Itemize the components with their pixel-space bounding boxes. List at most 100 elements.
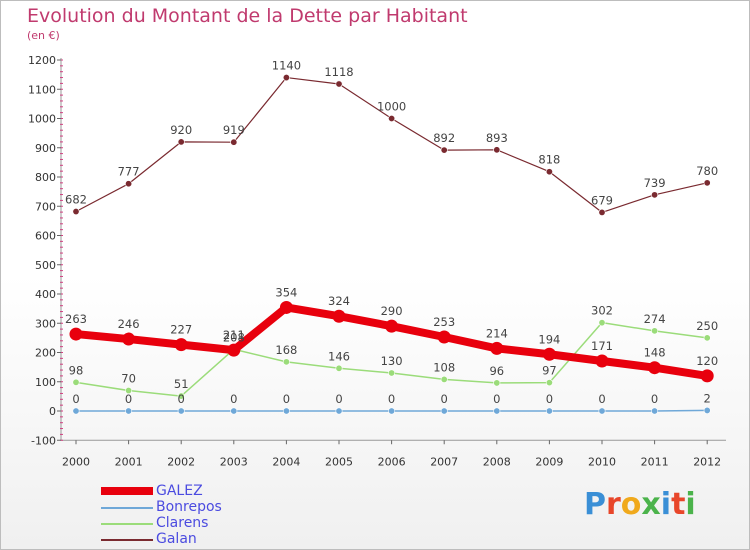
- x-tick-label: 2005: [325, 455, 353, 468]
- data-label-galan: 682: [65, 193, 87, 207]
- data-point-galan: [598, 208, 606, 216]
- data-point-bonrepos: [230, 407, 238, 415]
- y-tick-label: 100: [35, 376, 56, 389]
- logo-letter: i: [685, 487, 696, 522]
- data-point-clarens: [388, 369, 396, 377]
- data-point-bonrepos: [493, 407, 501, 415]
- data-label-galez: 194: [538, 332, 560, 346]
- logo-letter: i: [660, 487, 672, 522]
- data-point-galan: [230, 138, 238, 146]
- data-point-galez: [700, 369, 714, 383]
- data-label-galan: 679: [591, 193, 613, 207]
- line-chart: -100010020030040050060070080090010001100…: [28, 54, 726, 468]
- data-label-galez: 120: [696, 354, 718, 368]
- data-point-galan: [545, 168, 553, 176]
- data-label-clarens: 302: [591, 304, 613, 318]
- y-tick-label: -100: [31, 434, 56, 447]
- x-tick-label: 2009: [535, 455, 563, 468]
- y-tick-label: 1100: [28, 83, 56, 96]
- proxiti-logo: Proxiti: [584, 487, 696, 522]
- legend-swatch-bonrepos: [101, 507, 153, 509]
- data-point-clarens: [440, 375, 448, 383]
- data-label-galan: 780: [696, 164, 718, 178]
- data-point-bonrepos: [125, 407, 133, 415]
- data-label-bonrepos: 0: [72, 392, 79, 406]
- data-label-galan: 1000: [377, 100, 406, 114]
- data-point-galan: [651, 191, 659, 199]
- data-point-bonrepos: [598, 407, 606, 415]
- data-label-galez: 253: [433, 315, 455, 329]
- data-label-bonrepos: 0: [651, 392, 658, 406]
- data-label-bonrepos: 0: [125, 392, 132, 406]
- data-label-galan: 920: [170, 123, 192, 137]
- logo-letter: t: [671, 487, 686, 522]
- data-label-bonrepos: 0: [493, 392, 500, 406]
- data-point-galez: [542, 347, 556, 361]
- data-point-galan: [335, 80, 343, 88]
- legend-label-bonrepos: Bonrepos: [156, 499, 222, 515]
- data-label-galez: 148: [644, 346, 666, 360]
- data-label-clarens: 208: [223, 330, 245, 344]
- logo-letter: x: [641, 487, 661, 522]
- data-label-galez: 246: [118, 317, 140, 331]
- data-point-galez: [385, 319, 399, 333]
- data-point-clarens: [335, 364, 343, 372]
- data-label-clarens: 97: [542, 364, 557, 378]
- data-label-galan: 919: [223, 123, 245, 137]
- data-label-clarens: 274: [644, 312, 666, 326]
- y-tick-label: 900: [35, 142, 56, 155]
- x-tick-label: 2002: [167, 455, 195, 468]
- data-label-clarens: 96: [489, 364, 504, 378]
- x-tick-label: 2007: [430, 455, 458, 468]
- y-tick-label: 800: [35, 171, 56, 184]
- y-tick-label: 700: [35, 200, 56, 213]
- data-label-galan: 1118: [324, 65, 353, 79]
- data-point-bonrepos: [651, 407, 659, 415]
- data-label-bonrepos: 0: [441, 392, 448, 406]
- data-point-bonrepos: [177, 407, 185, 415]
- data-point-galan: [493, 146, 501, 154]
- data-point-clarens: [651, 327, 659, 335]
- logo-letter: o: [620, 487, 642, 522]
- data-label-clarens: 108: [433, 360, 455, 374]
- x-tick-label: 2004: [272, 455, 300, 468]
- data-point-galez: [174, 338, 188, 352]
- x-tick-label: 2011: [641, 455, 669, 468]
- data-point-clarens: [703, 334, 711, 342]
- data-label-clarens: 51: [174, 377, 189, 391]
- data-point-galez: [595, 354, 609, 368]
- data-label-galez: 263: [65, 312, 87, 326]
- data-point-clarens: [545, 379, 553, 387]
- data-label-galez: 171: [591, 339, 613, 353]
- data-label-clarens: 130: [381, 354, 403, 368]
- chart-subtitle: (en €): [27, 29, 60, 42]
- data-label-galez: 214: [486, 326, 508, 340]
- data-label-bonrepos: 0: [598, 392, 605, 406]
- data-label-galez: 211: [223, 328, 245, 342]
- data-point-clarens: [493, 379, 501, 387]
- y-tick-label: 0: [49, 405, 56, 418]
- data-label-galez: 227: [170, 323, 192, 337]
- legend-swatch-clarens: [101, 523, 153, 525]
- data-label-galan: 739: [644, 176, 666, 190]
- data-label-galan: 892: [433, 131, 455, 145]
- data-point-clarens: [598, 319, 606, 327]
- logo-letter: r: [606, 487, 621, 522]
- y-tick-label: 500: [35, 259, 56, 272]
- legend-label-galan: Galan: [156, 531, 197, 547]
- data-label-clarens: 98: [69, 363, 84, 377]
- data-point-bonrepos: [388, 407, 396, 415]
- data-point-galez: [227, 343, 241, 357]
- data-label-bonrepos: 0: [335, 392, 342, 406]
- legend-label-galez: GALEZ: [156, 483, 203, 499]
- data-point-galez: [279, 300, 293, 314]
- data-label-galez: 290: [381, 304, 403, 318]
- data-point-galan: [703, 179, 711, 187]
- data-point-galez: [490, 341, 504, 355]
- logo-letter: P: [584, 487, 606, 522]
- data-point-galan: [440, 146, 448, 154]
- x-tick-label: 2000: [62, 455, 90, 468]
- y-tick-label: 1200: [28, 54, 56, 67]
- data-point-bonrepos: [440, 407, 448, 415]
